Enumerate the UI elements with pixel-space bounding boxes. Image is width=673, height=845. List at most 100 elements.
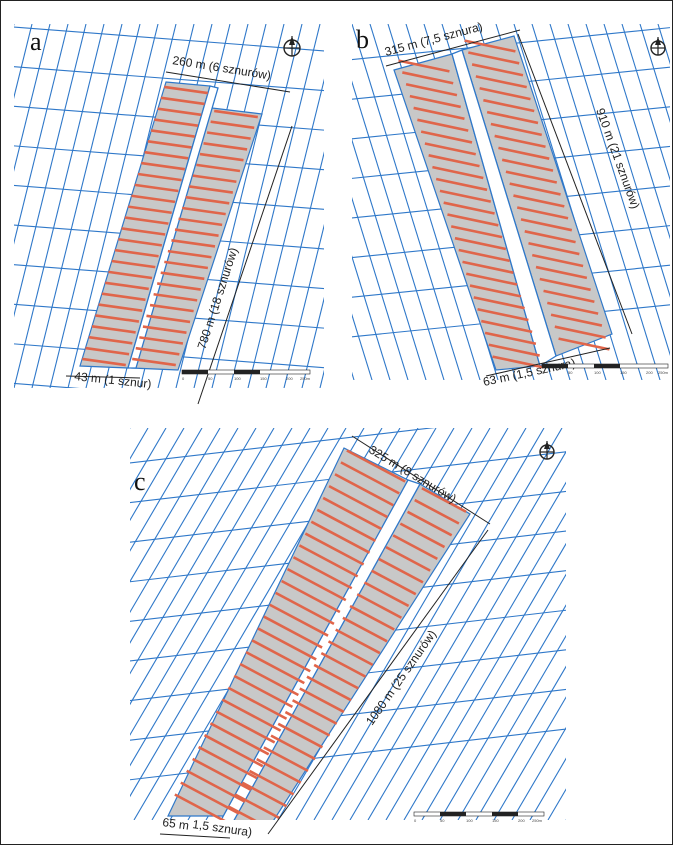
width-dimension-line [351,435,491,525]
field-strip [558,337,610,351]
field-strip [108,270,153,280]
field-strip [310,520,371,554]
parcel-boundary [14,24,33,100]
field-strip [178,217,223,227]
field-strip [248,769,295,796]
field-strip [160,271,205,281]
field-strip [157,107,202,117]
field-strip [146,314,191,324]
field-strip [320,652,367,678]
field-strip [292,556,353,590]
field-strip [150,129,195,138]
field-strip [209,722,270,756]
field-strip [167,249,212,259]
parcel-boundary [585,24,670,298]
field-strip [405,83,458,97]
parcel-boundary [352,255,391,380]
parcel-boundary [193,24,285,388]
parcel-boundary [14,26,324,52]
field-strip [435,177,488,192]
field-strip [432,165,484,180]
field-strip [142,325,187,335]
field-strip [98,303,143,312]
parcel-boundary [130,428,293,706]
field-strip [477,307,529,322]
field-strip [149,303,194,313]
field-strip [85,346,130,356]
compass [283,36,301,57]
parcel-boundary [475,665,566,820]
field-strip [509,182,561,196]
parcel-boundary [247,78,324,388]
scale-tick: 200 [518,818,525,823]
field-strip [275,591,335,625]
scale-tick: 150 [260,376,267,381]
parcel-boundary [265,151,324,388]
parcel-boundary [14,24,87,318]
field-strip [206,131,251,140]
field-strip [402,71,454,85]
parcel-boundary [457,634,566,820]
field-strip [139,336,184,345]
bottom-label-measure: 65 m [162,815,190,833]
parcel-boundary [421,573,566,820]
parcel-boundary [349,450,566,820]
parcel-boundary [211,24,303,388]
panel-a-parcels [14,24,324,388]
parcel-boundary [352,24,463,380]
scale-tick: 50 [568,370,573,375]
scale-bar: 0 50 100 150 200 250m [181,369,311,381]
parcel-boundary [130,428,329,767]
field-strip [270,734,316,761]
field-strip [316,508,377,542]
parcel-boundary [14,382,80,388]
parcel-boundary [14,24,51,172]
field-strip [95,314,140,323]
scale-tick: 0 [542,370,545,375]
field-strip [385,546,431,572]
field-strip [490,122,543,137]
field-strip [101,292,146,302]
parcel-boundary [531,24,643,380]
field-strip [483,98,535,113]
scale-tick: 0 [414,818,417,823]
panel-letter: b [356,25,369,54]
field-strip [327,640,374,666]
parcel-boundary [14,66,324,92]
parcel-boundary [511,726,566,820]
field-strip [233,674,294,709]
field-strip [501,158,554,172]
field-strip [127,205,172,215]
field-strip [245,651,305,685]
field-strip [199,152,244,162]
scale-tick: 250m [532,818,543,823]
field-strip [174,793,226,820]
scale-tick: 150 [620,370,627,375]
field-strip [547,301,599,315]
field-strip [141,161,186,171]
field-strip [550,313,603,327]
field-strips [398,39,610,369]
field-strip [539,277,591,292]
field-strip [263,615,323,649]
parcel-boundary [130,428,203,552]
field-strip [286,567,347,602]
width-dimension-line [385,29,521,67]
field-strip [277,722,323,749]
compass [539,441,555,460]
field-strip [531,253,584,268]
field-strip [492,355,544,369]
field-strip [417,118,469,132]
parcel-boundary [67,24,159,388]
field-strip [203,141,248,151]
scale-tick: 100 [234,376,241,381]
field-strip [346,449,406,483]
field-strip [454,236,507,251]
panel-c: c 325 m (8 sznurów) 1080 m (25 sznurów) … [130,428,566,839]
bottom-dimension-line [485,347,611,377]
scale-tick: 250m [300,376,311,381]
village-road [451,49,557,368]
field-strip [160,96,205,106]
parcel-boundary [352,80,445,380]
parcel-boundary [130,428,311,736]
